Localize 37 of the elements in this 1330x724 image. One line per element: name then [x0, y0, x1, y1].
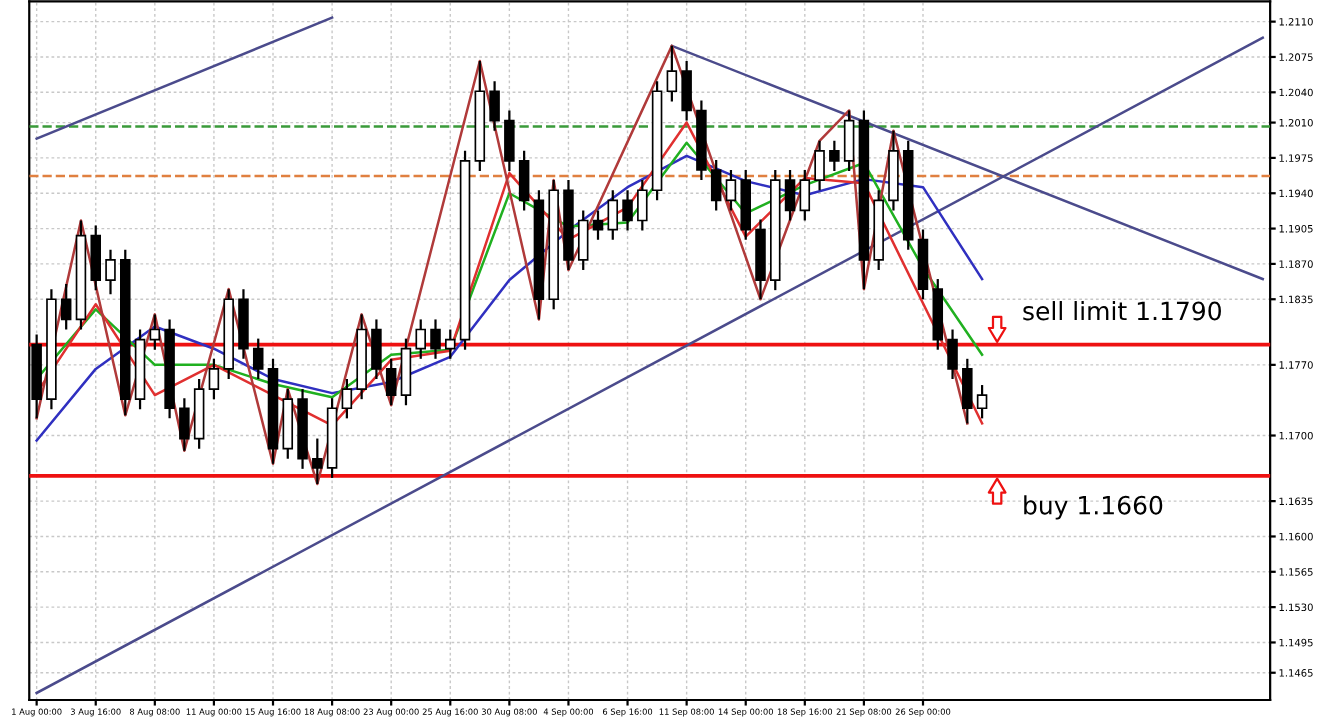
legend-label: buy 1.1660: [1024, 495, 1163, 520]
candlestick: [843, 109, 855, 173]
candlestick: [400, 337, 412, 407]
candlestick: [666, 44, 678, 103]
candlestick: [622, 189, 633, 232]
candlestick: [710, 158, 722, 212]
candlestick: [681, 59, 692, 122]
candlestick: [962, 357, 973, 425]
candlestick: [799, 168, 811, 222]
candlestick: [371, 318, 382, 381]
candlestick: [341, 377, 353, 420]
candlestick: [179, 397, 190, 452]
candlestick: [577, 209, 589, 272]
candlestick: [415, 318, 426, 360]
candlestick: [607, 189, 619, 241]
candlestick: [829, 139, 840, 173]
candlestick: [252, 337, 264, 381]
candlestick: [504, 109, 515, 173]
candlestick: [947, 328, 958, 381]
candlestick: [518, 149, 530, 212]
candlestick: [725, 168, 737, 212]
candlestick: [489, 80, 500, 132]
candlestick: [637, 179, 648, 232]
candlestick: [784, 168, 796, 222]
candlestick: [385, 357, 397, 407]
candlestick: [814, 139, 825, 192]
candlestick: [445, 328, 456, 360]
candlestick: [312, 437, 323, 486]
candlestick: [105, 248, 116, 296]
candlestick: [976, 383, 988, 420]
candlestick: [208, 357, 220, 401]
candlestick: [90, 224, 102, 292]
candlestick: [430, 318, 441, 360]
candlestick: [592, 209, 604, 241]
candlestick: [60, 282, 72, 331]
candlestick: [149, 313, 161, 351]
ref-line-label: sell limit 1.1790: [1023, 301, 1221, 321]
